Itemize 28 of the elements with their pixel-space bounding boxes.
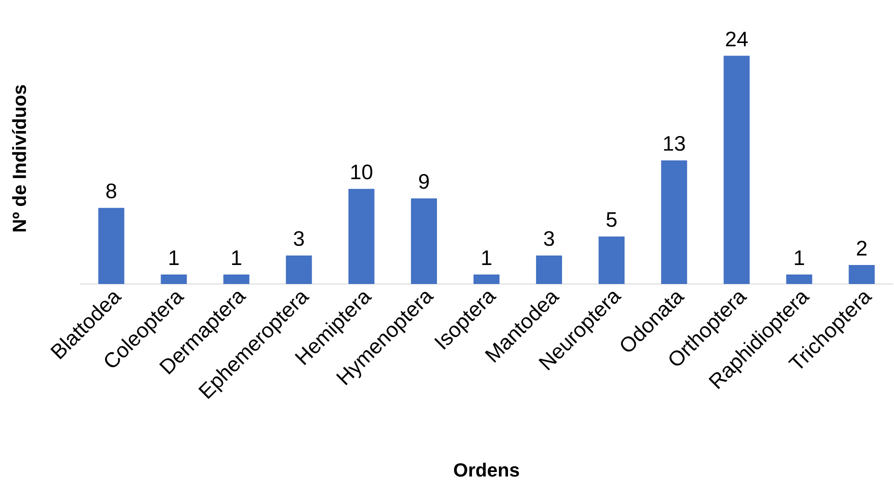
data-label: 13 — [664, 136, 685, 151]
data-label: 1 — [794, 250, 804, 265]
bar — [286, 255, 312, 284]
data-label: 3 — [544, 231, 554, 246]
bar — [536, 255, 562, 284]
bar — [598, 236, 625, 284]
bar — [410, 198, 437, 284]
data-label: 24 — [726, 32, 748, 46]
bar — [661, 160, 688, 284]
data-label: 3 — [294, 231, 304, 246]
data-label: 10 — [351, 164, 372, 180]
data-label: 5 — [606, 212, 617, 227]
data-label: 1 — [170, 250, 179, 265]
y-axis-title: Nº de Indivíduos — [12, 85, 26, 232]
bar — [848, 264, 875, 284]
bar — [160, 274, 187, 284]
x-axis-title: Ordens — [454, 462, 519, 477]
data-label: 8 — [106, 184, 116, 198]
bar — [348, 188, 374, 284]
bar — [786, 274, 812, 284]
data-label: 9 — [419, 174, 429, 189]
data-label: 1 — [482, 250, 492, 265]
data-label: 2 — [856, 240, 867, 256]
data-label: 1 — [232, 250, 242, 265]
bar — [223, 274, 250, 284]
bar — [474, 274, 500, 284]
bar — [724, 56, 750, 284]
bar — [98, 208, 124, 284]
